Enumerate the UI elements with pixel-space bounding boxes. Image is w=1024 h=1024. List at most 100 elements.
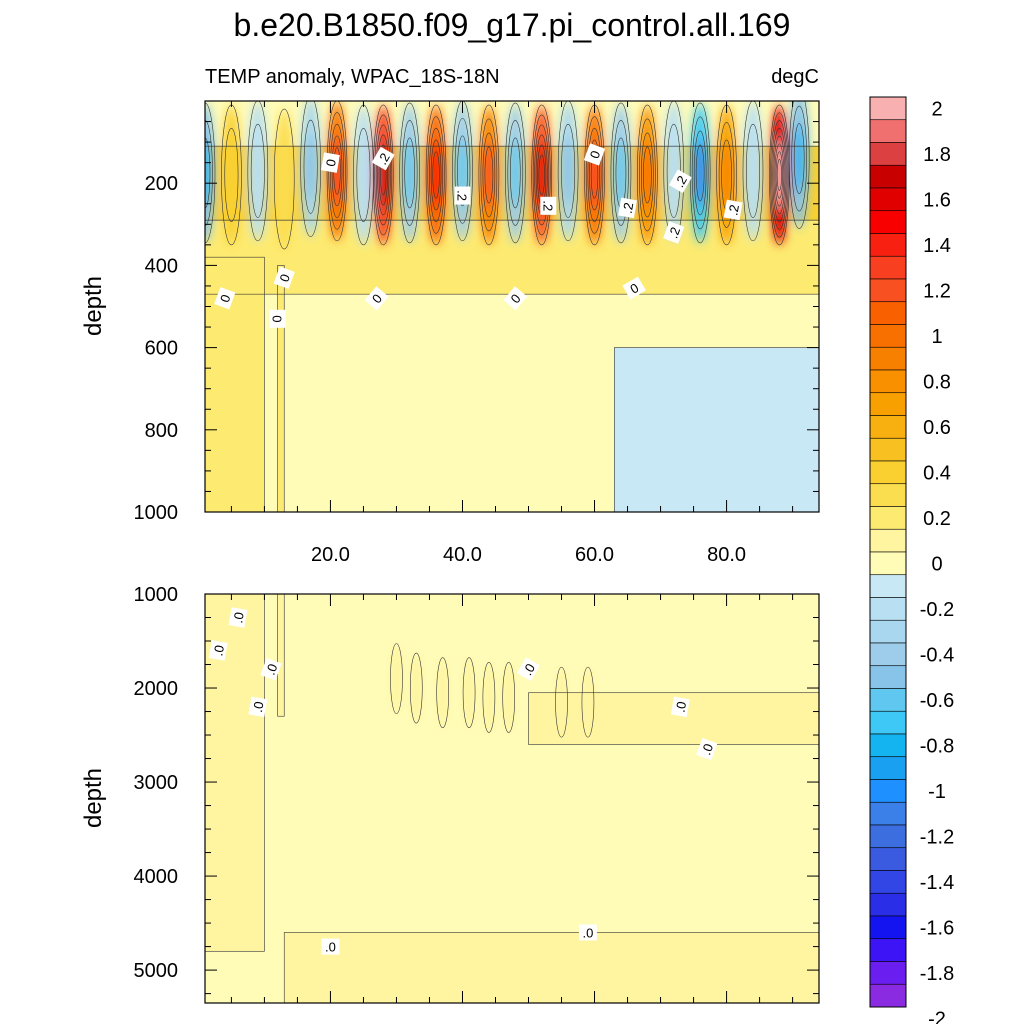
- colorbar-label: -0.8: [920, 735, 954, 757]
- colorbar-swatch: [869, 278, 907, 303]
- colorbar-swatch: [869, 119, 907, 143]
- colorbar-swatch: [869, 710, 907, 735]
- colorbar-label: 0: [931, 553, 942, 575]
- contour-line: [502, 662, 515, 733]
- contour-line: [247, 101, 269, 242]
- contour-line: [390, 643, 403, 714]
- svg-text:.2: .2: [665, 225, 683, 240]
- colorbar-swatch: [869, 301, 907, 325]
- colorbar-swatch: [869, 756, 907, 780]
- anomaly-cell: [502, 662, 515, 733]
- contour-value-label: .2: [540, 196, 557, 215]
- contour-line: [538, 154, 545, 196]
- colorbar: 2 1.8 1.6 1.4 1.2 1 0.8 0.6 0.4 0.2 0 -0.2 -0.4 -0.6 -…: [869, 96, 954, 1024]
- y-tick-label: 1000: [134, 502, 179, 524]
- contour-line: [510, 137, 521, 209]
- contour-line: [205, 256, 265, 512]
- colorbar-swatch: [869, 642, 907, 667]
- colorbar-swatch: [869, 938, 907, 962]
- contour-line: [273, 108, 295, 250]
- svg-text:.2: .2: [620, 201, 637, 214]
- anomaly-region: [277, 265, 285, 512]
- svg-text:.0: .0: [698, 742, 716, 757]
- contour-line: [425, 104, 447, 246]
- contour-line: [205, 137, 211, 209]
- contour-value-label: 0: [583, 143, 606, 166]
- y-tick-label: 5000: [134, 960, 179, 982]
- x-tick-label: 20.0: [311, 544, 350, 566]
- contour-line: [689, 102, 711, 244]
- colorbar-swatch: [869, 915, 907, 940]
- contour-line: [531, 104, 553, 246]
- colorbar-frame: [869, 96, 907, 1008]
- contour-line: [432, 151, 440, 199]
- contour-value-label: .0: [248, 696, 268, 718]
- anomaly-core: [694, 137, 706, 208]
- svg-text:.0: .0: [263, 662, 281, 677]
- svg-text:.2: .2: [725, 203, 742, 216]
- colorbar-label: -1.4: [920, 872, 954, 894]
- contour-line: [374, 114, 393, 236]
- contour-line: [277, 265, 285, 512]
- contour-line: [507, 120, 524, 226]
- colorbar-label: 0.6: [923, 417, 951, 439]
- anomaly-cell: [390, 643, 403, 714]
- contour-line: [771, 120, 788, 230]
- contour-line: [637, 104, 658, 246]
- contour-value-label: .2: [371, 146, 395, 171]
- svg-text:0: 0: [323, 158, 339, 168]
- contour-line: [427, 116, 445, 234]
- contour-line: [585, 116, 604, 234]
- colorbar-label: 1.2: [923, 280, 951, 302]
- contour-line: [378, 144, 388, 206]
- contour-line: [277, 594, 285, 717]
- contour-line: [772, 128, 787, 222]
- contour-line: [557, 101, 579, 242]
- contour-line: [775, 151, 784, 199]
- contour-line: [457, 135, 468, 207]
- contour-line: [587, 128, 602, 222]
- svg-text:0: 0: [217, 292, 234, 304]
- contour-line: [776, 159, 782, 191]
- contour-value-label: .2: [618, 197, 637, 219]
- contour-line: [250, 123, 265, 218]
- contour-line: [436, 657, 449, 729]
- anomaly-core: [793, 123, 805, 194]
- contour-line: [535, 134, 548, 216]
- contour-value-label: .2: [454, 186, 471, 205]
- svg-text:.0: .0: [230, 611, 247, 624]
- contour-line: [641, 132, 654, 218]
- contour-line: [409, 652, 423, 724]
- y-tick-label: 4000: [134, 866, 179, 888]
- contour-line: [613, 120, 629, 226]
- y-tick-label: 200: [145, 173, 178, 195]
- contour-line: [643, 146, 652, 204]
- y-tick-label: 1000: [134, 584, 179, 606]
- colorbar-swatch: [869, 870, 907, 894]
- colorbar-swatch: [869, 460, 907, 485]
- colorbar-swatch: [869, 597, 907, 621]
- contour-value-label: .0: [321, 938, 340, 955]
- colorbar-swatch: [869, 574, 907, 598]
- contour-line: [377, 134, 390, 216]
- contour-line: [610, 102, 632, 244]
- colorbar-label: -1: [928, 781, 946, 803]
- contour-line: [581, 666, 595, 738]
- anomaly-core: [562, 135, 574, 206]
- colorbar-swatch: [869, 801, 907, 826]
- contour-value-label: .2: [668, 169, 692, 193]
- colorbar-swatch: [869, 346, 907, 371]
- colorbar-swatch: [869, 392, 907, 416]
- colorbar-swatch: [869, 961, 907, 985]
- contour-line: [484, 146, 494, 204]
- contour-value-label: .0: [670, 696, 690, 718]
- colorbar-swatch: [869, 551, 907, 576]
- colorbar-label: -1.6: [920, 917, 954, 939]
- contour-line: [478, 104, 500, 246]
- colorbar-swatch: [869, 688, 907, 712]
- colorbar-label: 1: [931, 326, 942, 348]
- anomaly-cell: [410, 653, 423, 724]
- colorbar-swatch: [869, 324, 907, 348]
- anomaly-region: [284, 932, 819, 1003]
- colorbar-label: 0.4: [923, 462, 951, 484]
